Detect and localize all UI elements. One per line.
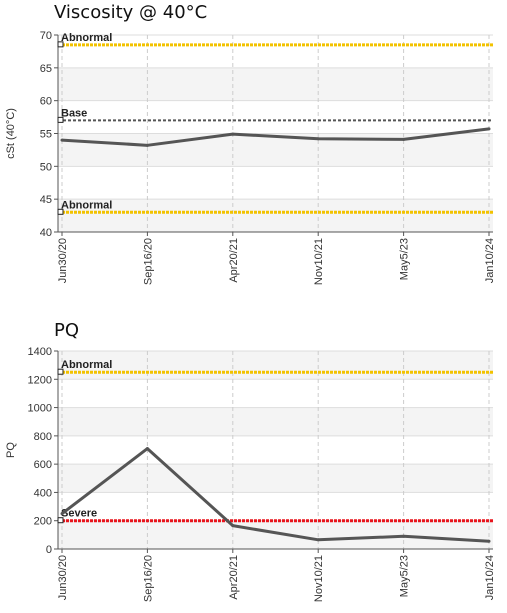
- x-tick-label: Jan10/24: [484, 238, 496, 283]
- grid-band: [58, 351, 493, 380]
- y-tick-label: 200: [34, 516, 52, 528]
- data-point: [145, 447, 149, 451]
- data-point: [487, 539, 491, 543]
- y-tick-label: 60: [40, 96, 52, 108]
- y-tick-label: 1400: [28, 346, 52, 358]
- x-tick-label: Jun30/20: [57, 555, 69, 600]
- y-tick-label: 45: [40, 194, 52, 206]
- series-line: [61, 127, 490, 147]
- grid-band: [58, 67, 493, 101]
- y-tick-label: 600: [34, 459, 52, 471]
- data-point: [316, 538, 320, 542]
- x-tick-label: Jun30/20: [57, 238, 69, 283]
- reference-marker: [57, 41, 64, 48]
- data-point: [231, 524, 235, 528]
- x-tick-label: Apr20/21: [228, 238, 240, 283]
- reference-marker: [57, 208, 64, 215]
- y-tick-label: 1200: [28, 374, 52, 386]
- data-point: [231, 132, 235, 136]
- data-point: [60, 138, 64, 142]
- reference-marker: [57, 116, 64, 123]
- y-tick-label: 1000: [28, 403, 52, 415]
- data-point: [316, 137, 320, 141]
- y-tick-label: 0: [46, 544, 52, 556]
- grid-band: [58, 199, 493, 232]
- y-tick-label: 55: [40, 129, 52, 141]
- x-tick-label: Sep16/20: [142, 238, 154, 285]
- reference-label: Base: [61, 107, 87, 119]
- y-axis-label: cSt (40°C): [5, 108, 17, 159]
- x-tick-label: Nov10/21: [313, 555, 325, 602]
- data-point: [487, 127, 491, 131]
- x-tick-label: Jan10/24: [484, 555, 496, 600]
- y-tick-label: 65: [40, 63, 52, 75]
- y-tick-label: 70: [40, 30, 52, 42]
- y-tick-label: 800: [34, 431, 52, 443]
- x-tick-label: May5/23: [399, 238, 411, 280]
- reference-marker: [57, 368, 64, 375]
- grid-band: [58, 407, 493, 436]
- x-tick-label: May5/23: [399, 555, 411, 597]
- series-line: [61, 447, 490, 543]
- y-tick-label: 400: [34, 487, 52, 499]
- y-axis-label: PQ: [5, 442, 17, 458]
- viscosity-chart: 40 45 50 55 60 65 70 cSt (40°C) Jun30/20 Sep16/20…: [5, 30, 496, 285]
- grid-band: [58, 464, 493, 493]
- grid-band: [58, 520, 493, 549]
- data-point: [60, 512, 64, 516]
- x-tick-label: Sep16/20: [142, 555, 154, 602]
- reference-label: Abnormal: [61, 32, 112, 44]
- reference-label: Abnormal: [61, 359, 112, 371]
- pq-chart: 0 200 400 600 800 1000 1200 1400 PQ Jun30/20 Sep16…: [5, 346, 496, 602]
- grid-band: [58, 133, 493, 167]
- data-point: [402, 137, 406, 141]
- y-tick-label: 40: [40, 227, 52, 239]
- x-tick-label: Apr20/21: [228, 555, 240, 600]
- x-tick-label: Nov10/21: [313, 238, 325, 285]
- y-tick-label: 50: [40, 161, 52, 173]
- reference-marker: [57, 517, 64, 524]
- data-point: [145, 143, 149, 147]
- chart-2-title: PQ: [54, 320, 80, 341]
- chart-1-title: Viscosity @ 40°C: [54, 2, 208, 23]
- reference-label: Severe: [61, 508, 97, 520]
- reference-label: Abnormal: [61, 199, 112, 211]
- data-point: [402, 534, 406, 538]
